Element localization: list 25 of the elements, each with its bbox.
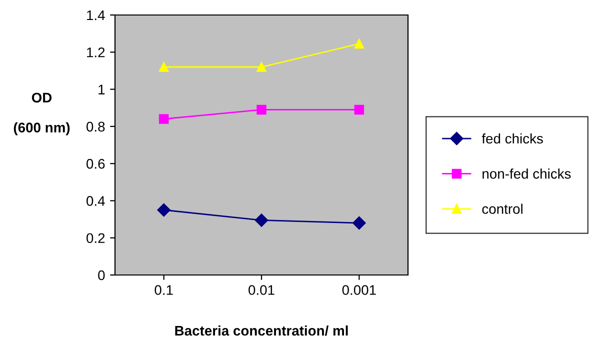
point [254, 214, 268, 227]
point [352, 216, 366, 230]
x-tick-label: 0.1 [154, 285, 173, 295]
point [256, 104, 266, 115]
y-tick-label: 0 [98, 270, 105, 280]
legend-label: control [482, 204, 522, 214]
legend-label: fed chicks [482, 133, 543, 144]
text: OD (600 nm) [14, 92, 70, 136]
x-tick-label: 0.01 [248, 285, 274, 295]
x-tick-label: 0.001 [342, 285, 376, 295]
point [158, 62, 169, 72]
y-tick-label: 0.8 [86, 122, 105, 132]
y-tick-label: 1.4 [87, 10, 105, 20]
y-tick-label: 1 [98, 84, 105, 94]
point [158, 114, 169, 124]
point [256, 62, 266, 72]
point [354, 104, 364, 115]
y-tick-label: 1.2 [87, 47, 105, 58]
y-tick-label: 0.2 [86, 233, 105, 244]
y-tick-label: 0.6 [86, 158, 105, 169]
point [354, 38, 364, 49]
point [157, 203, 170, 217]
y-tick-label: 0.4 [86, 196, 105, 206]
x-axis-title: Bacteria concentration/ ml [175, 325, 348, 336]
legend-label: non-fed chicks [482, 168, 571, 179]
